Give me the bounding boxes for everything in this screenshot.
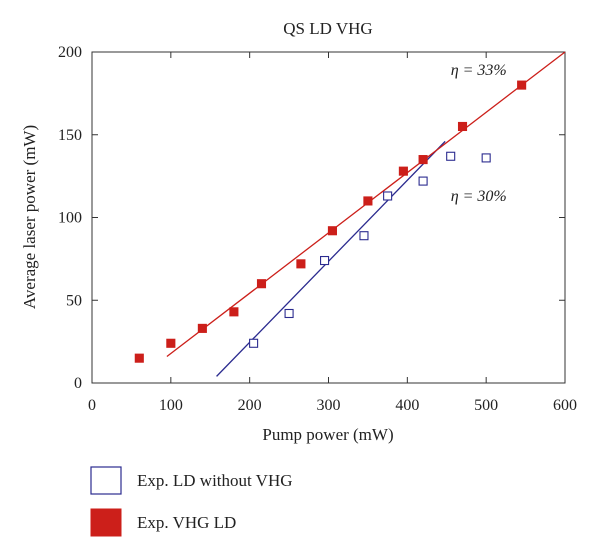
data-point-vhg-ld	[398, 166, 408, 176]
data-point-vhg-ld	[517, 80, 527, 90]
y-axis-ticks: 0 50 100 150 200	[58, 44, 565, 392]
data-point-without-vhg	[383, 191, 393, 201]
data-point-vhg-ld	[327, 226, 337, 236]
data-point-vhg-ld	[134, 353, 144, 363]
data-point-vhg-ld	[418, 155, 428, 165]
legend-label-vhg-ld: Exp. VHG LD	[137, 513, 236, 532]
data-point-without-vhg	[320, 255, 330, 266]
x-tick-label: 0	[88, 397, 96, 414]
legend: Exp. LD without VHG Exp. VHG LD	[90, 466, 293, 537]
data-markers	[134, 80, 527, 363]
data-point-vhg-ld	[166, 338, 176, 348]
data-point-without-vhg	[284, 308, 294, 319]
data-point-vhg-ld	[256, 279, 267, 289]
annotation-eta-33: η = 33%	[451, 62, 507, 79]
y-tick-label: 0	[74, 375, 82, 392]
legend-swatch-open-square	[90, 466, 122, 495]
data-point-without-vhg	[359, 231, 369, 241]
x-tick-label: 600	[553, 397, 577, 414]
x-axis-ticks: 0 100 200 300 400 500 600	[88, 52, 577, 414]
data-point-vhg-ld	[457, 121, 468, 132]
fit-lines	[166, 51, 566, 377]
data-point-without-vhg	[418, 176, 428, 186]
x-tick-label: 200	[238, 397, 262, 414]
data-point-vhg-ld	[363, 196, 373, 206]
legend-swatch-filled-square	[90, 508, 122, 537]
x-tick-label: 500	[474, 397, 498, 414]
x-tick-label: 400	[395, 397, 419, 414]
plot-area-frame	[91, 51, 566, 384]
data-point-without-vhg	[249, 338, 259, 348]
legend-label-without-vhg: Exp. LD without VHG	[137, 471, 293, 490]
y-tick-label: 50	[66, 292, 82, 309]
data-point-vhg-ld	[296, 259, 306, 269]
y-tick-label: 100	[58, 210, 82, 227]
y-tick-label: 150	[58, 127, 82, 144]
data-point-without-vhg	[481, 153, 491, 163]
x-tick-label: 300	[317, 397, 341, 414]
x-axis-label: Pump power (mW)	[262, 425, 393, 444]
data-point-vhg-ld	[197, 323, 207, 333]
y-tick-label: 200	[58, 44, 82, 61]
fit-line-without-vhg	[216, 140, 446, 377]
y-axis-label: Average laser power (mW)	[20, 125, 39, 309]
chart-title: QS LD VHG	[283, 19, 372, 38]
x-tick-label: 100	[159, 397, 183, 414]
annotation-eta-30: η = 30%	[451, 188, 507, 205]
data-point-without-vhg	[446, 151, 456, 161]
data-point-vhg-ld	[229, 307, 239, 317]
